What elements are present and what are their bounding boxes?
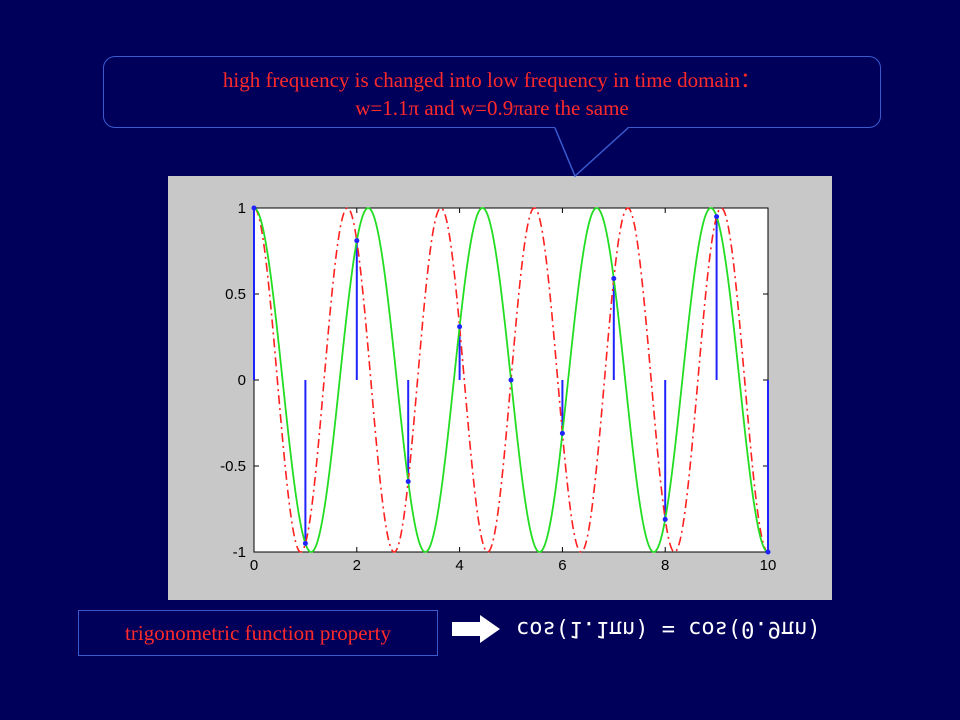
stem-markers — [253, 208, 769, 552]
x-tick-label: 6 — [558, 557, 566, 574]
formula: cos(1.1πn) = cos(0.9πn) — [516, 616, 821, 641]
y-tick-label: -1 — [233, 544, 246, 561]
stem-dot — [251, 205, 257, 211]
y-tick-label: 0 — [238, 372, 246, 389]
stem-dot — [662, 516, 668, 522]
stem-dot — [457, 324, 463, 330]
stem-dot — [611, 276, 617, 282]
stem-dot — [765, 549, 771, 555]
y-tick-label: -0.5 — [220, 458, 246, 475]
stem-dots — [251, 205, 771, 555]
tick-labels: 0 2 4 6 8 10 1 0.5 0 -0.5 -1 — [220, 200, 776, 574]
plot-panel: 0 2 4 6 8 10 1 0.5 0 -0.5 -1 — [168, 176, 832, 600]
x-tick-label: 0 — [250, 557, 258, 574]
stem-dot — [405, 478, 411, 484]
stem-dot — [508, 377, 514, 383]
x-tick-label: 10 — [760, 557, 777, 574]
x-tick-label: 8 — [661, 557, 669, 574]
caption-text: trigonometric function property — [125, 621, 391, 645]
axes-ticks — [253, 207, 769, 553]
chart: 0 2 4 6 8 10 1 0.5 0 -0.5 -1 — [220, 200, 776, 574]
stem-dot — [354, 238, 360, 244]
arrow-right-icon — [452, 615, 500, 643]
stem-dot — [559, 430, 565, 436]
x-tick-label: 2 — [353, 557, 361, 574]
callout-line-2: w=1.1π and w=0.9πare the same — [355, 96, 629, 120]
callout-line-1: high frequency is changed into low frequ… — [222, 68, 762, 92]
callout-box: high frequency is changed into low frequ… — [103, 56, 881, 128]
stem-dot — [302, 540, 308, 546]
stem-dot — [714, 214, 720, 220]
caption-box: trigonometric function property — [78, 610, 438, 656]
y-tick-label: 1 — [238, 200, 246, 217]
x-tick-label: 4 — [455, 557, 463, 574]
y-tick-label: 0.5 — [225, 286, 246, 303]
